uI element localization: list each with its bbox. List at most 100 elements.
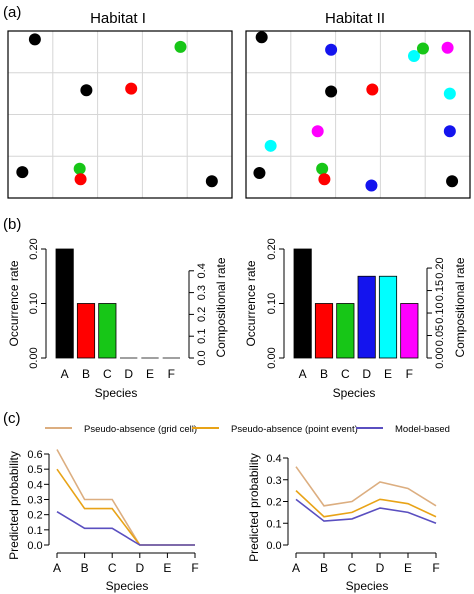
x-tick-label: D bbox=[376, 561, 385, 575]
point-event-cyan bbox=[264, 139, 277, 152]
y-tick-label: 0.0 bbox=[27, 540, 42, 552]
bar-B bbox=[76, 303, 96, 359]
point-event-black bbox=[80, 84, 93, 97]
series-line-1 bbox=[56, 449, 195, 546]
x-tick-label: B bbox=[320, 561, 328, 575]
x-tick-label: D bbox=[124, 367, 133, 381]
x-tick-label: A bbox=[61, 367, 69, 381]
y-tick-label: 0.3 bbox=[266, 475, 281, 487]
point-event-green bbox=[416, 42, 429, 55]
x-tick-label: F bbox=[191, 561, 198, 575]
y-tick-label: 0.10 bbox=[28, 293, 40, 314]
x-tick-label: A bbox=[299, 367, 307, 381]
point-event-green bbox=[316, 162, 329, 175]
series-line-3 bbox=[295, 498, 437, 524]
y-tick-label: 0.2 bbox=[266, 497, 281, 509]
point-event-green bbox=[73, 162, 86, 175]
bar-F bbox=[400, 303, 419, 359]
legend-label-grid-cell: Pseudo-absence (grid cell) bbox=[84, 424, 197, 435]
y-axis-label: Occurrence rate bbox=[7, 260, 21, 346]
x-tick-label: C bbox=[348, 561, 357, 575]
x-tick-label: F bbox=[432, 561, 439, 575]
point-event-cyan bbox=[443, 87, 456, 100]
bar-C bbox=[336, 303, 355, 359]
habitat-1-title: Habitat I bbox=[90, 10, 146, 27]
habitat-2-title: Habitat II bbox=[325, 10, 385, 27]
x-axis-label: Species bbox=[333, 386, 376, 400]
bar-A bbox=[293, 248, 312, 359]
point-event-cyan bbox=[408, 50, 420, 63]
point-event-magenta bbox=[311, 125, 324, 138]
y-tick-label: 0.1 bbox=[266, 518, 281, 530]
habitat-1-grid bbox=[7, 30, 233, 199]
panel-c-line-charts: 0.0 0.1 0.2 0.3 0.4 0.5 0.6 A B C D E F Species Predic… bbox=[7, 449, 440, 593]
y2-axis-label: Compositional rate bbox=[214, 257, 228, 357]
series-line-2 bbox=[295, 490, 437, 518]
y-tick-label: 0.4 bbox=[27, 479, 42, 491]
y-axis-label: Predicted probability bbox=[247, 453, 261, 562]
legend-label-point-event: Pseudo-absence (point event) bbox=[231, 424, 358, 435]
x-tick-label: B bbox=[81, 561, 89, 575]
y-tick-label: 0.20 bbox=[266, 238, 278, 259]
bar-E bbox=[378, 275, 398, 359]
x-tick-label: C bbox=[341, 367, 350, 381]
y-axis-label: Occurrence rate bbox=[244, 260, 258, 346]
y-tick-label: 0.1 bbox=[27, 525, 42, 537]
point-event-red bbox=[74, 173, 87, 186]
point-event-green bbox=[174, 40, 187, 53]
panel-a-habitats bbox=[7, 30, 471, 199]
line-chart-1: 0.0 0.1 0.2 0.3 0.4 0.5 0.6 A B C D E F Species Predic… bbox=[7, 449, 199, 593]
x-tick-label: F bbox=[406, 367, 413, 381]
y2-tick-label: 0.20 bbox=[434, 257, 446, 278]
y2-tick-label: 0.1 bbox=[196, 329, 208, 344]
point-event-black bbox=[28, 33, 41, 46]
series-line-1 bbox=[295, 466, 437, 507]
x-tick-label: E bbox=[146, 367, 154, 381]
y2-tick-label: 0.00 bbox=[434, 347, 446, 368]
point-event-blue bbox=[443, 125, 456, 138]
y2-tick-label: 0.3 bbox=[196, 285, 208, 300]
x-axis-label: Species bbox=[95, 386, 138, 400]
legend-label-model-based: Model-based bbox=[395, 424, 450, 435]
point-event-red bbox=[366, 83, 379, 96]
y-tick-label: 0.10 bbox=[266, 293, 278, 314]
panel-b-tag: (b) bbox=[3, 216, 21, 233]
bar-B bbox=[314, 303, 334, 359]
x-tick-label: B bbox=[320, 367, 328, 381]
x-axis-label: Species bbox=[346, 579, 389, 593]
y-tick-label: 0.5 bbox=[27, 464, 42, 476]
point-event-black bbox=[205, 175, 218, 188]
bar-A bbox=[55, 248, 74, 359]
point-event-red bbox=[318, 173, 331, 186]
y2-tick-label: 0.10 bbox=[434, 302, 446, 323]
y2-tick-label: 0.0 bbox=[196, 350, 208, 365]
y-tick-label: 0.2 bbox=[27, 510, 42, 522]
point-event-black bbox=[255, 31, 268, 44]
y-tick-label: 0.20 bbox=[28, 238, 40, 259]
series-line-2 bbox=[56, 468, 195, 546]
y-tick-label: 0.3 bbox=[27, 495, 42, 507]
y2-tick-label: 0.15 bbox=[434, 280, 446, 301]
x-tick-label: C bbox=[108, 561, 117, 575]
x-tick-label: E bbox=[384, 367, 392, 381]
panel-a-tag: (a) bbox=[3, 4, 21, 21]
y-axis-label: Predicted probability bbox=[7, 451, 21, 560]
y-tick-label: 0.00 bbox=[266, 347, 278, 368]
point-event-red bbox=[125, 82, 138, 95]
habitat-border bbox=[245, 30, 471, 199]
x-tick-label: B bbox=[82, 367, 90, 381]
y-tick-label: 0.00 bbox=[28, 347, 40, 368]
x-tick-label: C bbox=[103, 367, 112, 381]
bar-C bbox=[98, 303, 117, 359]
x-tick-label: F bbox=[168, 367, 175, 381]
point-event-blue bbox=[365, 179, 378, 192]
y2-tick-label: 0.2 bbox=[196, 307, 208, 322]
point-event-black bbox=[446, 175, 459, 188]
point-event-black bbox=[253, 166, 266, 179]
x-tick-label: E bbox=[404, 561, 412, 575]
y2-axis-label: Compositional rate bbox=[453, 257, 467, 357]
y-tick-label: 0.0 bbox=[266, 540, 281, 552]
